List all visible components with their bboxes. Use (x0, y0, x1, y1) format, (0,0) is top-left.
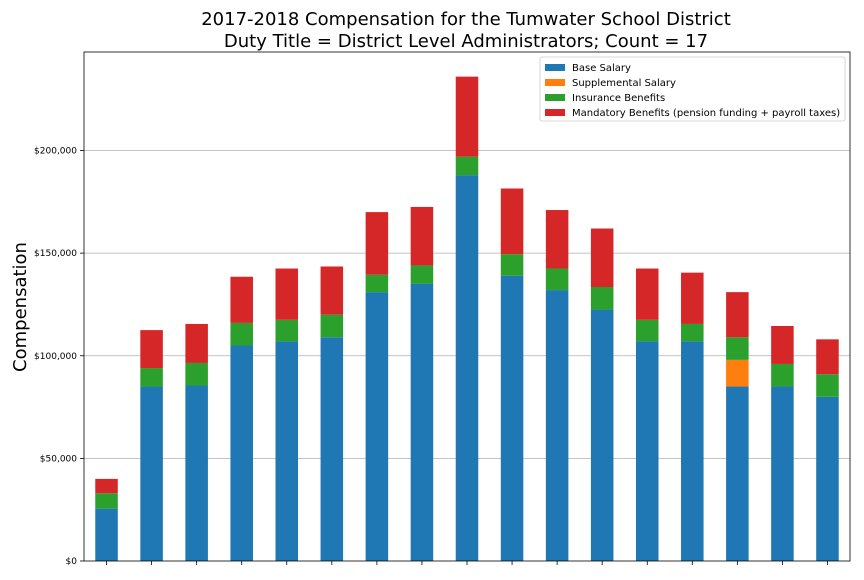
bar-segment (320, 314, 344, 338)
legend-box (539, 56, 846, 122)
bar-segment (140, 368, 163, 387)
bar-segment (816, 396, 839, 561)
bars-layer (95, 76, 839, 562)
bar-segment (590, 309, 614, 561)
y-tick-label: $50,000 (40, 454, 77, 464)
chart-title-line1: 2017-2018 Compensation for the Tumwater … (201, 9, 731, 30)
bar-segment (455, 156, 479, 176)
bar-segment (635, 268, 659, 320)
bar-segment (816, 374, 839, 397)
bar-segment (95, 493, 118, 509)
bar-segment (185, 362, 208, 386)
bar-segment (365, 292, 389, 561)
bar-segment (500, 188, 524, 255)
legend-label: Insurance Benefits (572, 93, 665, 104)
y-tick-label: $200,000 (34, 147, 77, 157)
bar-segment (545, 268, 569, 291)
bar-segment (635, 319, 659, 342)
bar-segment (771, 325, 794, 364)
bar-segment (140, 386, 163, 561)
bar-segment (681, 323, 704, 342)
bar-segment (185, 385, 208, 561)
bar-segment (590, 287, 614, 310)
bar-segment (320, 337, 344, 561)
axes-layer: $0 $50,000 $100,000 $150,000 $200,000 (34, 51, 851, 567)
bar-segment (410, 206, 434, 266)
bar-segment (275, 341, 299, 561)
y-tick-label: $100,000 (34, 352, 77, 362)
bar-segment (95, 508, 118, 561)
legend-swatch (545, 94, 565, 101)
bar-segment (681, 341, 704, 561)
legend-label: Mandatory Benefits (pension funding + pa… (572, 108, 840, 119)
bar-segment (590, 228, 614, 288)
bar-segment (726, 386, 749, 561)
legend-swatch (545, 109, 565, 116)
chart-title-line2: Duty Title = District Level Administrato… (224, 31, 708, 52)
bar-segment (230, 322, 253, 346)
bar-segment (410, 265, 434, 284)
bar-segment (726, 359, 749, 387)
y-axis-label: Compensation (10, 242, 31, 372)
bar-segment (500, 275, 524, 561)
plot-frame (83, 51, 851, 562)
bar-segment (230, 276, 253, 323)
bar-segment (771, 386, 794, 561)
legend-swatch (545, 64, 565, 71)
bar-segment (275, 319, 299, 342)
bar-segment (455, 76, 479, 157)
bar-segment (365, 274, 389, 293)
bar-segment (545, 290, 569, 561)
legend-swatch (545, 79, 565, 86)
bar-segment (365, 212, 389, 275)
bar-segment (545, 210, 569, 269)
bar-segment (816, 339, 839, 375)
y-tick-label: $150,000 (34, 249, 77, 259)
bar-segment (681, 272, 704, 324)
bar-segment (726, 337, 749, 360)
bar-segment (95, 478, 118, 494)
bar-segment (275, 268, 299, 320)
bar-segment (185, 323, 208, 363)
bar-segment (410, 283, 434, 561)
bar-segment (771, 363, 794, 387)
legend-label: Base Salary (572, 63, 631, 74)
bar-segment (230, 345, 253, 561)
bar-segment (320, 266, 344, 315)
bar-segment (455, 175, 479, 562)
bar-segment (140, 330, 163, 369)
bar-segment (726, 292, 749, 338)
bar-segment (500, 254, 524, 276)
y-tick-label: $0 (66, 557, 78, 567)
bar-segment (635, 341, 659, 561)
legend-label: Supplemental Salary (572, 78, 676, 89)
legend: Base Salary Supplemental Salary Insurance … (539, 56, 846, 122)
